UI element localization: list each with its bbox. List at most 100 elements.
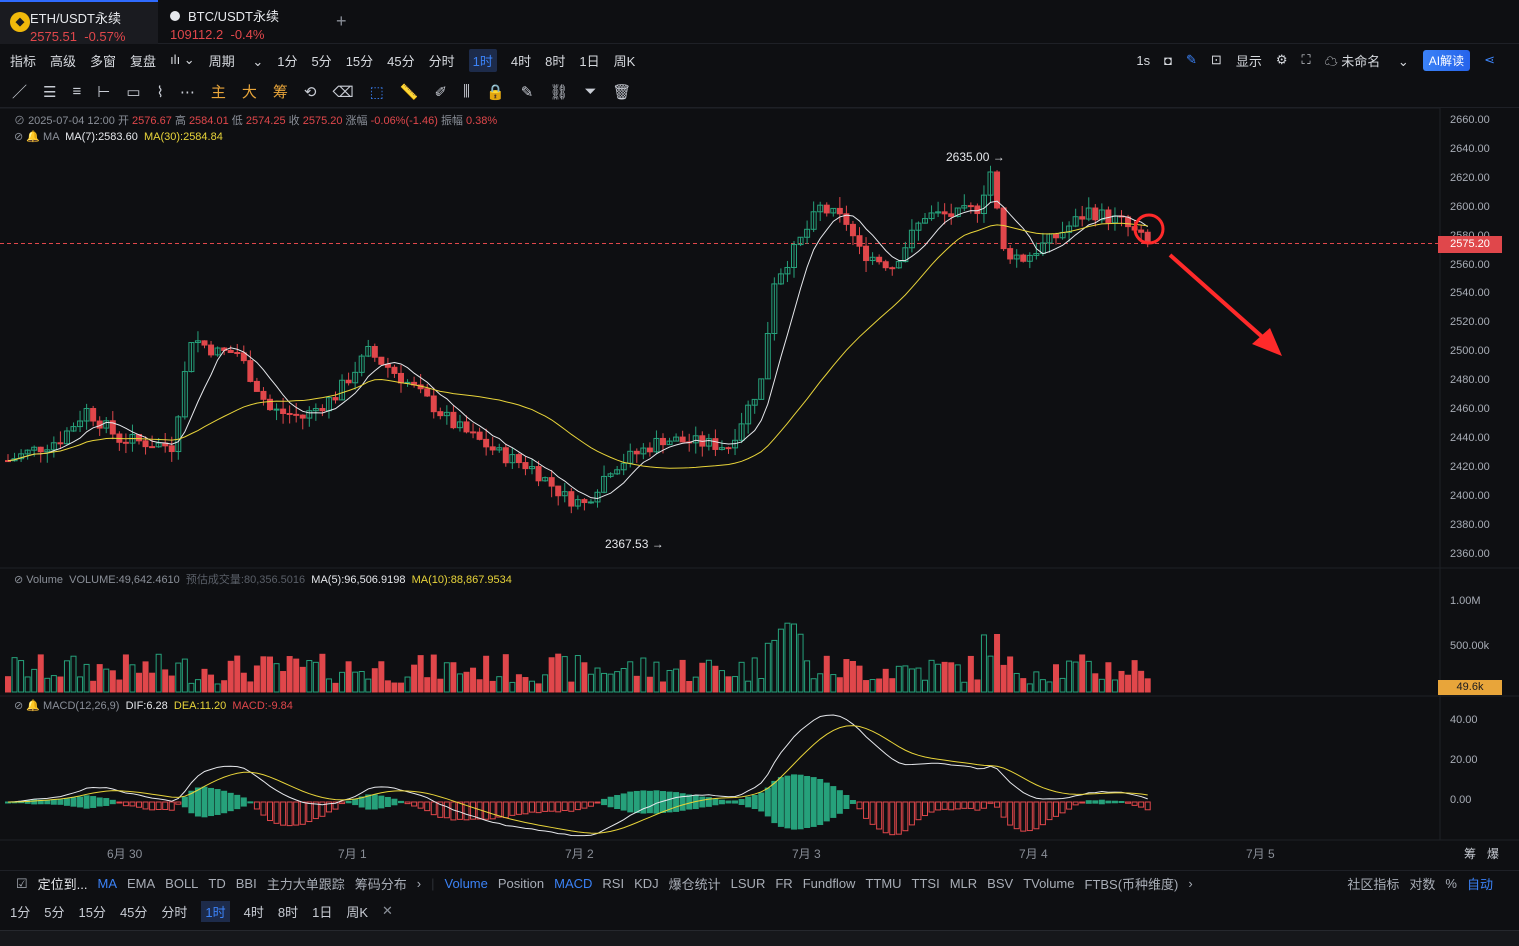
per-timeline[interactable]: 分时: [161, 904, 188, 920]
per-week[interactable]: 周K: [346, 904, 369, 920]
close-icon[interactable]: ✕: [382, 903, 393, 918]
ind-lsur[interactable]: LSUR: [730, 876, 766, 891]
per-15m[interactable]: 15分: [78, 904, 106, 920]
candle-body: [548, 477, 555, 487]
chevron-right-icon[interactable]: ›: [1188, 876, 1193, 891]
settings-icon[interactable]: ⚙: [1275, 52, 1288, 67]
period-week[interactable]: 周K: [613, 53, 636, 69]
log-toggle[interactable]: 对数: [1409, 877, 1436, 892]
ind-ma[interactable]: MA: [97, 876, 118, 891]
auto-toggle[interactable]: 自动: [1466, 877, 1493, 892]
trendline-icon[interactable]: ／: [12, 84, 28, 101]
per-45m[interactable]: 45分: [119, 904, 148, 920]
pen-icon[interactable]: ✎: [1186, 52, 1197, 67]
ind-tvolume[interactable]: TVolume: [1023, 876, 1075, 891]
layout-icon[interactable]: ⊡: [1210, 52, 1222, 67]
period-15m[interactable]: 15分: [345, 53, 374, 69]
tab-eth[interactable]: ◆ ETH/USDT永续 2575.51 -0.57%: [0, 0, 158, 44]
camera-icon[interactable]: ◘: [1164, 52, 1172, 68]
ind-liq[interactable]: 爆仓统计: [668, 877, 721, 892]
period-1h[interactable]: 1时: [468, 48, 497, 72]
ind-ttmu[interactable]: TTMU: [865, 876, 902, 891]
ind-boll[interactable]: BOLL: [165, 876, 199, 891]
magnet-icon[interactable]: ⟲: [303, 83, 317, 101]
ind-ttsi[interactable]: TTSI: [911, 876, 940, 891]
toolbar-indicator[interactable]: 指标: [10, 53, 37, 69]
ind-ema[interactable]: EMA: [127, 876, 156, 891]
parallel-lines-icon[interactable]: ☰: [43, 83, 57, 101]
chart-canvas[interactable]: [0, 0, 1519, 870]
toolbar-replay[interactable]: 复盘: [130, 53, 157, 69]
big-order-tool[interactable]: 大: [241, 84, 257, 101]
per-1d[interactable]: 1日: [312, 904, 333, 920]
macd-histogram-bar: [836, 790, 843, 814]
period-1m[interactable]: 1分: [277, 53, 298, 69]
chevron-right-icon[interactable]: ›: [416, 876, 422, 891]
per-1m[interactable]: 1分: [10, 904, 31, 920]
volume-bar: [57, 676, 64, 693]
note-icon[interactable]: ✎: [520, 83, 534, 101]
ruler-icon[interactable]: 📏: [399, 83, 419, 101]
volume-bar: [646, 676, 653, 693]
brush-icon[interactable]: ⌇: [156, 83, 164, 101]
percent-toggle[interactable]: %: [1445, 876, 1457, 891]
toolbar-multiwindow[interactable]: 多窗: [90, 53, 117, 69]
period-5m[interactable]: 5分: [311, 53, 332, 69]
per-8h[interactable]: 8时: [277, 904, 299, 920]
tab-btc[interactable]: BTC/USDT永续 109112.2 -0.4%: [158, 0, 316, 44]
link-icon[interactable]: ⛓: [549, 83, 569, 101]
horizontal-line-icon[interactable]: ⊢: [97, 83, 111, 101]
period-1d[interactable]: 1日: [579, 53, 600, 69]
interval-1s[interactable]: 1s: [1136, 52, 1151, 68]
ind-volume[interactable]: Volume: [444, 876, 488, 891]
ai-explain-button[interactable]: AI解读: [1422, 49, 1471, 71]
period-timeline[interactable]: 分时: [428, 53, 455, 69]
liquidation-toggle[interactable]: 爆: [1487, 847, 1500, 861]
locate-icon[interactable]: ☑: [16, 875, 28, 891]
ind-position[interactable]: Position: [497, 876, 545, 891]
pencil-icon[interactable]: ✐: [434, 83, 448, 101]
select-icon[interactable]: ⬚: [369, 83, 384, 101]
filter-icon[interactable]: ⏷: [584, 83, 597, 100]
per-4h[interactable]: 4时: [243, 904, 264, 920]
share-icon[interactable]: ⋖: [1484, 52, 1495, 67]
chip-toggle[interactable]: 筹: [1464, 847, 1477, 861]
locate-button[interactable]: 定位到...: [37, 877, 88, 892]
ind-rsi[interactable]: RSI: [602, 876, 625, 891]
per-1h[interactable]: 1时: [201, 900, 230, 922]
rectangle-icon[interactable]: ▭: [126, 83, 141, 101]
main-force-tool[interactable]: 主: [210, 84, 226, 101]
ind-ftbs[interactable]: FTBS(币种维度): [1084, 877, 1179, 892]
lock-icon[interactable]: 🔒: [486, 83, 505, 101]
toolbar-chart-type-icon[interactable]: ılı ⌄: [170, 52, 195, 67]
period-8h[interactable]: 8时: [545, 53, 566, 69]
more-icon[interactable]: ⋯: [179, 83, 195, 101]
ind-macd[interactable]: MACD: [554, 876, 593, 891]
macd-histogram-bar: [339, 801, 346, 805]
toolbar-period[interactable]: 周期 ⌄: [208, 53, 264, 69]
bars-icon[interactable]: ⫼: [463, 83, 471, 100]
eraser-icon[interactable]: ⌫: [332, 83, 354, 101]
ind-mlr[interactable]: MLR: [949, 876, 978, 891]
ind-td[interactable]: TD: [208, 876, 226, 891]
cloud-layout[interactable]: ☁ 未命名 ⌄: [1324, 53, 1409, 69]
ind-chip[interactable]: 筹码分布: [354, 877, 407, 892]
ind-fundflow[interactable]: Fundflow: [802, 876, 856, 891]
display-button[interactable]: 显示: [1235, 53, 1262, 69]
add-tab-icon[interactable]: +: [336, 11, 347, 31]
horizontal-lines-icon[interactable]: ≡: [72, 83, 82, 100]
volume-bar: [162, 669, 169, 693]
ind-bsv[interactable]: BSV: [987, 876, 1014, 891]
period-4h[interactable]: 4时: [510, 53, 532, 69]
chip-tool[interactable]: 筹: [272, 84, 288, 101]
community-indicator[interactable]: 社区指标: [1347, 877, 1400, 892]
ind-bbi[interactable]: BBI: [235, 876, 257, 891]
ind-fr[interactable]: FR: [775, 876, 793, 891]
period-45m[interactable]: 45分: [387, 53, 415, 69]
trash-icon[interactable]: 🗑: [612, 83, 632, 101]
toolbar-advanced[interactable]: 高级: [50, 53, 77, 69]
ind-main-force[interactable]: 主力大单跟踪: [266, 877, 345, 892]
ind-kdj[interactable]: KDJ: [634, 876, 659, 891]
fullscreen-icon[interactable]: ⛶: [1301, 52, 1311, 67]
per-5m[interactable]: 5分: [44, 904, 65, 920]
